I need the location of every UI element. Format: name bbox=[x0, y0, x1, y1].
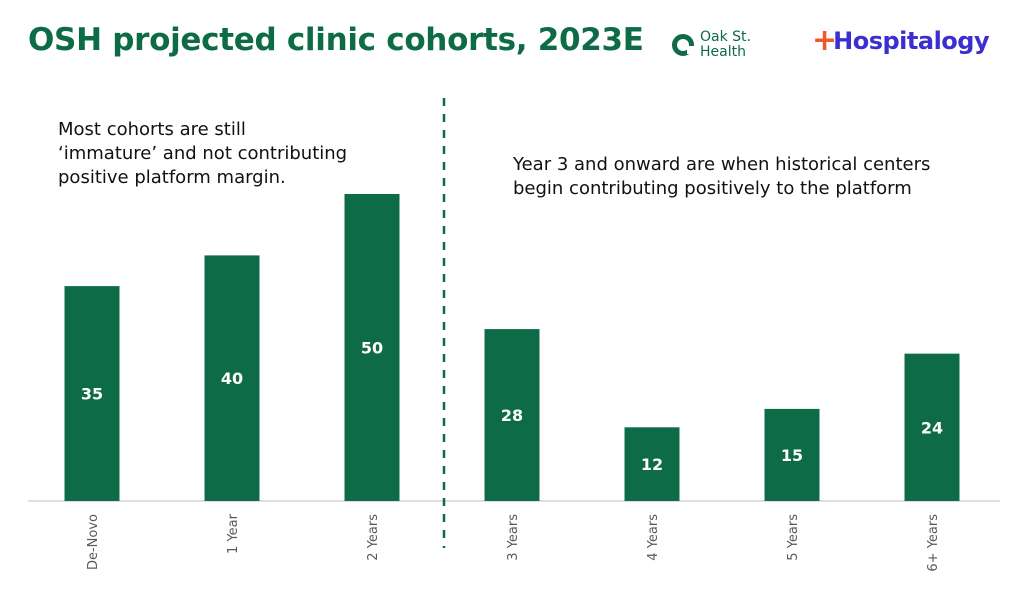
data-label: 28 bbox=[501, 406, 523, 425]
annotation-right: Year 3 and onward are when historical ce… bbox=[513, 154, 931, 199]
data-label: 24 bbox=[921, 418, 943, 437]
bar-5-years bbox=[764, 408, 820, 501]
bar-1-year bbox=[204, 255, 260, 501]
oak-ring-icon bbox=[672, 34, 695, 56]
oak-logo-text: Oak St. Health bbox=[700, 29, 751, 60]
bar-de-novo bbox=[64, 286, 120, 501]
data-label: 40 bbox=[221, 369, 243, 388]
x-tick-label: 1 Year bbox=[226, 513, 241, 554]
x-tick-label: 5 Years bbox=[786, 514, 801, 561]
x-tick-label: 4 Years bbox=[646, 514, 661, 561]
bar-3-years bbox=[484, 329, 540, 501]
oak-street-health-logo: Oak St. Health bbox=[672, 30, 770, 60]
data-label: 35 bbox=[81, 385, 103, 404]
annotation-left: Most cohorts are still ‘immature’ and no… bbox=[58, 119, 348, 188]
hospitalogy-logo-text: Hospitalogy bbox=[833, 27, 990, 55]
chart-title: OSH projected clinic cohorts, 2023E bbox=[28, 22, 644, 58]
bar-6-years bbox=[904, 353, 960, 501]
medical-cross-icon: + bbox=[812, 23, 838, 58]
x-tick-label: 6+ Years bbox=[926, 514, 941, 572]
x-tick-label: 2 Years bbox=[366, 514, 381, 561]
data-label: 15 bbox=[781, 446, 803, 465]
bar-4-years bbox=[624, 427, 680, 501]
bar-2-years bbox=[344, 194, 400, 501]
hospitalogy-logo: + Hospitalogy bbox=[812, 23, 990, 58]
data-label: 50 bbox=[361, 339, 383, 358]
x-tick-label: 3 Years bbox=[506, 514, 521, 561]
data-label: 12 bbox=[641, 455, 663, 474]
x-tick-label: De-Novo bbox=[86, 514, 101, 570]
